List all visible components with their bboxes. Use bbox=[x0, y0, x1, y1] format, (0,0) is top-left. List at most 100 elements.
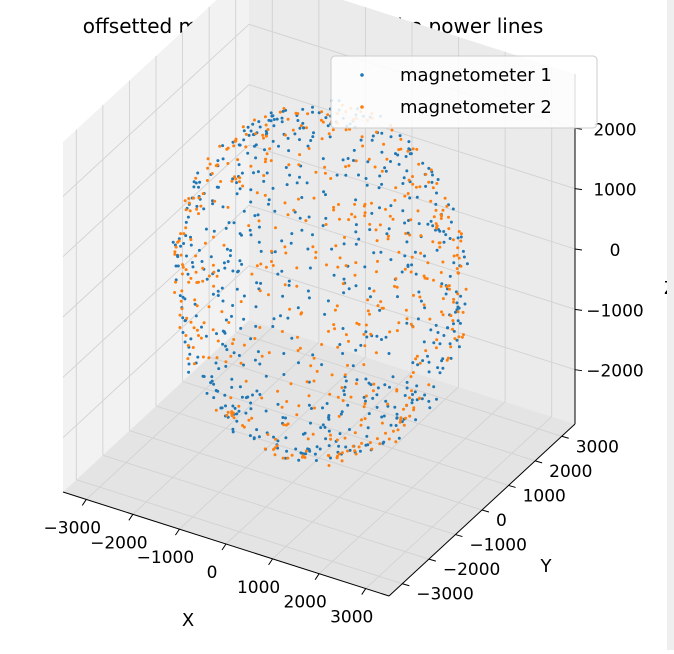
point-magnetometer-1 bbox=[389, 204, 393, 208]
point-magnetometer-1 bbox=[273, 209, 277, 213]
point-magnetometer-2 bbox=[412, 406, 416, 410]
point-magnetometer-2 bbox=[437, 241, 441, 245]
point-magnetometer-2 bbox=[208, 162, 212, 166]
point-magnetometer-1 bbox=[406, 265, 410, 268]
point-magnetometer-1 bbox=[362, 395, 366, 399]
point-magnetometer-2 bbox=[375, 239, 379, 243]
point-magnetometer-2 bbox=[409, 375, 413, 379]
point-magnetometer-1 bbox=[286, 316, 290, 320]
point-magnetometer-2 bbox=[409, 218, 413, 222]
point-magnetometer-2 bbox=[207, 305, 211, 309]
point-magnetometer-2 bbox=[411, 182, 415, 186]
point-magnetometer-2 bbox=[343, 235, 346, 239]
legend-label-magnetometer-1: magnetometer 1 bbox=[400, 65, 552, 86]
point-magnetometer-1 bbox=[192, 185, 196, 189]
point-magnetometer-2 bbox=[410, 255, 414, 259]
point-magnetometer-1 bbox=[459, 294, 463, 298]
point-magnetometer-2 bbox=[265, 152, 269, 156]
z-tick-mark bbox=[574, 248, 583, 251]
point-magnetometer-1 bbox=[346, 403, 350, 407]
point-magnetometer-1 bbox=[302, 126, 306, 130]
point-magnetometer-1 bbox=[236, 269, 240, 273]
point-magnetometer-2 bbox=[226, 146, 230, 150]
point-magnetometer-2 bbox=[457, 335, 461, 339]
point-magnetometer-2 bbox=[267, 351, 271, 355]
point-magnetometer-1 bbox=[306, 289, 310, 293]
point-magnetometer-2 bbox=[194, 254, 198, 258]
point-magnetometer-1 bbox=[354, 348, 358, 352]
point-magnetometer-2 bbox=[396, 428, 400, 432]
point-magnetometer-2 bbox=[197, 212, 200, 216]
point-magnetometer-2 bbox=[449, 345, 453, 349]
point-magnetometer-1 bbox=[346, 157, 350, 160]
point-magnetometer-2 bbox=[373, 165, 377, 169]
point-magnetometer-1 bbox=[427, 399, 431, 403]
point-magnetometer-1 bbox=[463, 302, 467, 306]
point-magnetometer-1 bbox=[249, 407, 253, 411]
point-magnetometer-1 bbox=[287, 283, 291, 287]
point-magnetometer-1 bbox=[242, 129, 246, 133]
point-magnetometer-2 bbox=[332, 205, 336, 209]
point-magnetometer-1 bbox=[254, 324, 258, 328]
point-magnetometer-2 bbox=[189, 320, 193, 324]
point-magnetometer-1 bbox=[176, 264, 180, 268]
point-magnetometer-2 bbox=[391, 429, 395, 433]
point-magnetometer-2 bbox=[441, 260, 445, 264]
point-magnetometer-1 bbox=[343, 385, 347, 389]
point-magnetometer-2 bbox=[283, 201, 287, 205]
point-magnetometer-1 bbox=[348, 428, 351, 431]
point-magnetometer-1 bbox=[344, 173, 348, 177]
point-magnetometer-1 bbox=[249, 200, 253, 204]
point-magnetometer-2 bbox=[340, 459, 344, 463]
point-magnetometer-2 bbox=[230, 414, 234, 418]
point-magnetometer-1 bbox=[217, 185, 220, 189]
point-magnetometer-2 bbox=[451, 319, 455, 323]
point-magnetometer-1 bbox=[197, 185, 200, 189]
point-magnetometer-1 bbox=[367, 412, 371, 416]
point-magnetometer-2 bbox=[387, 234, 390, 238]
point-magnetometer-1 bbox=[348, 448, 352, 452]
point-magnetometer-1 bbox=[318, 447, 322, 451]
point-magnetometer-2 bbox=[320, 110, 324, 114]
point-magnetometer-1 bbox=[414, 272, 418, 276]
point-magnetometer-2 bbox=[285, 400, 289, 403]
point-magnetometer-2 bbox=[202, 321, 206, 325]
point-magnetometer-2 bbox=[253, 337, 257, 340]
point-magnetometer-2 bbox=[439, 284, 443, 288]
point-magnetometer-1 bbox=[426, 354, 429, 358]
point-magnetometer-1 bbox=[368, 287, 371, 290]
point-magnetometer-1 bbox=[428, 406, 432, 410]
point-magnetometer-2 bbox=[369, 332, 373, 336]
point-magnetometer-2 bbox=[320, 137, 324, 141]
point-magnetometer-1 bbox=[282, 373, 286, 376]
legend-box bbox=[330, 55, 598, 129]
point-magnetometer-1 bbox=[174, 264, 178, 268]
point-magnetometer-1 bbox=[281, 294, 285, 298]
point-magnetometer-2 bbox=[181, 265, 185, 269]
point-magnetometer-1 bbox=[209, 381, 213, 385]
point-magnetometer-2 bbox=[178, 313, 182, 317]
point-magnetometer-2 bbox=[415, 147, 419, 151]
point-magnetometer-1 bbox=[285, 183, 289, 187]
point-magnetometer-1 bbox=[238, 259, 242, 263]
point-magnetometer-2 bbox=[260, 396, 264, 400]
point-magnetometer-2 bbox=[194, 270, 198, 274]
x-tick-label: 0 bbox=[207, 563, 218, 583]
point-magnetometer-1 bbox=[375, 393, 379, 397]
point-magnetometer-1 bbox=[389, 135, 393, 139]
point-magnetometer-2 bbox=[303, 456, 307, 459]
point-magnetometer-1 bbox=[364, 399, 367, 403]
point-magnetometer-2 bbox=[359, 423, 363, 427]
y-tick-label: 2000 bbox=[549, 462, 592, 482]
point-magnetometer-1 bbox=[341, 327, 345, 330]
point-magnetometer-2 bbox=[380, 169, 384, 173]
point-magnetometer-1 bbox=[371, 134, 375, 138]
point-magnetometer-1 bbox=[436, 331, 440, 334]
point-magnetometer-1 bbox=[220, 406, 224, 410]
x-tick-label: 1000 bbox=[237, 578, 280, 598]
point-magnetometer-2 bbox=[174, 245, 178, 249]
point-magnetometer-2 bbox=[193, 298, 197, 302]
point-magnetometer-2 bbox=[263, 447, 267, 451]
point-magnetometer-1 bbox=[212, 229, 216, 233]
point-magnetometer-1 bbox=[186, 272, 190, 276]
